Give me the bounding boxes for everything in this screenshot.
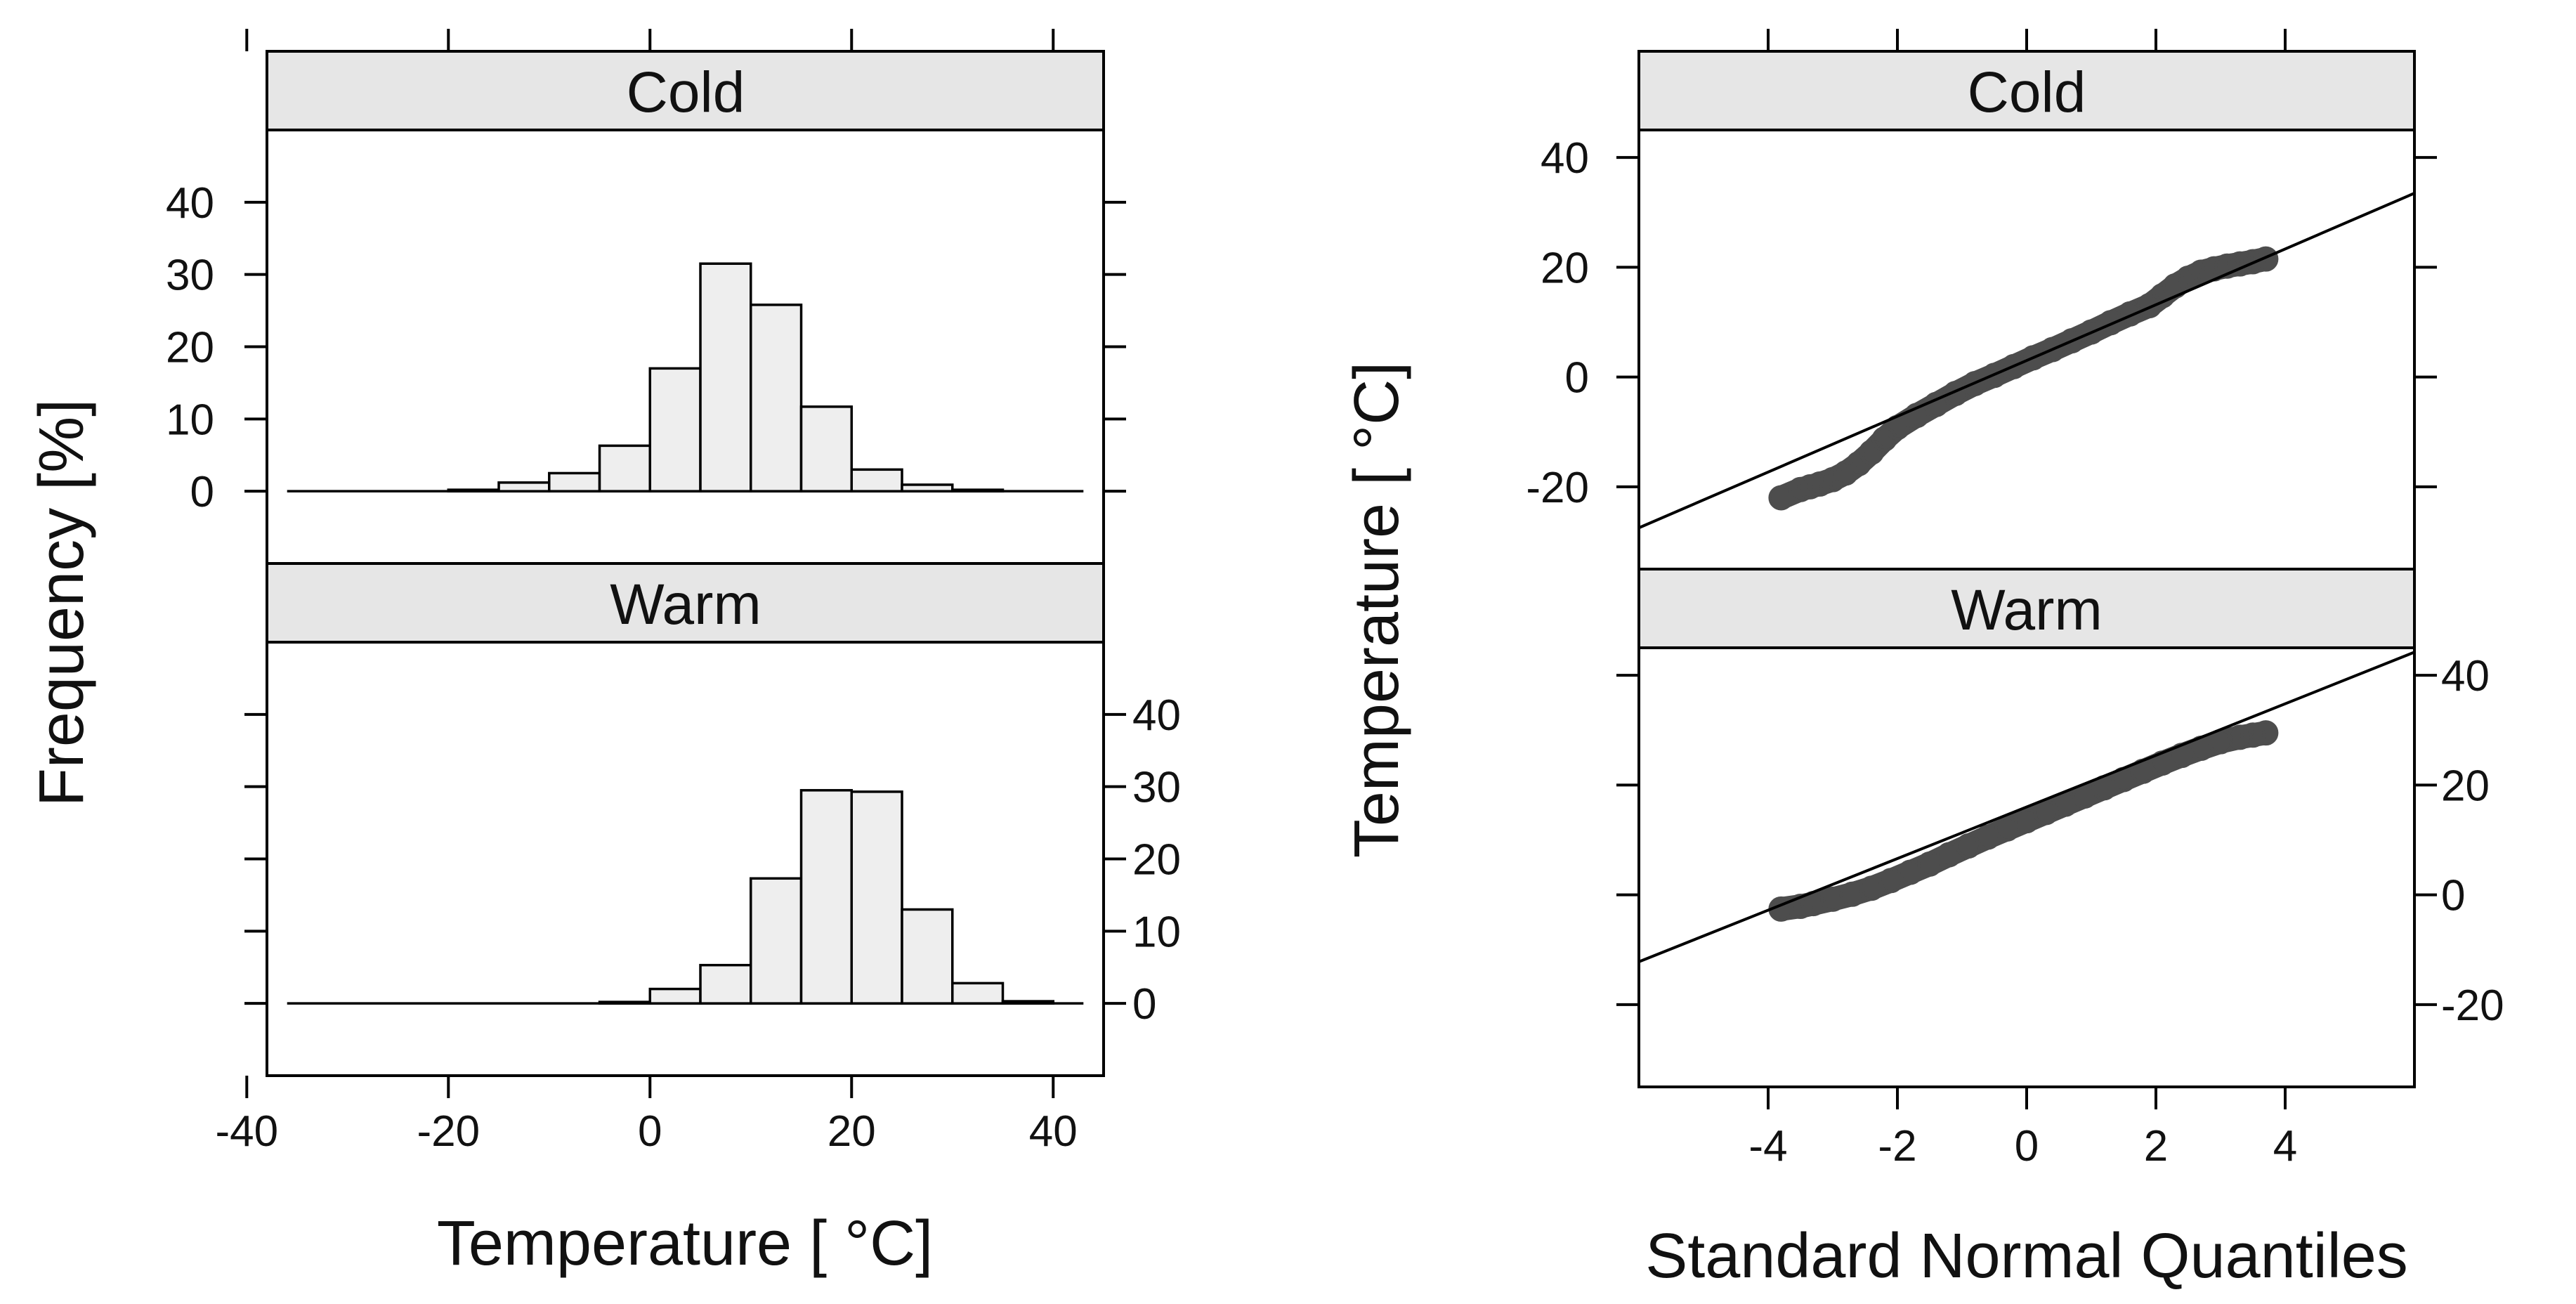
hist-strip-label-cold: Cold (627, 60, 745, 124)
hist-bar (750, 877, 803, 1005)
qq-xlabel: Standard Normal Quantiles (1645, 1221, 2408, 1291)
qq-point (2227, 724, 2253, 750)
qq-panel-frame-warm (1637, 646, 2416, 1088)
qq-point (2188, 259, 2214, 285)
hist-x-tick-label: -40 (215, 1107, 278, 1156)
qq-point (1788, 476, 1813, 502)
hist-bar (799, 789, 854, 1005)
hist-bar (699, 963, 752, 1005)
qq-y-tick-label-warm: -20 (2441, 982, 2504, 1030)
hist-y-tick-label-cold: 20 (166, 324, 214, 372)
histogram-figure: Cold Warm -40 -20 0 20 40001010202030304040 … (27, 29, 1181, 1279)
qq-point (1820, 886, 1845, 912)
hist-bar (850, 790, 903, 1005)
qq-strip-label-warm: Warm (1951, 578, 2103, 642)
hist-bars-cold (287, 262, 1084, 493)
qq-point (1788, 893, 1813, 919)
qq-point (2240, 249, 2266, 275)
hist-y-tick-label-warm: 30 (1132, 764, 1181, 812)
qq-x-tick-label: -2 (1878, 1122, 1916, 1171)
hist-y-tick-label-cold: 30 (166, 252, 214, 300)
qq-y-tick-label-warm: 20 (2441, 762, 2490, 810)
hist-y-tick-label-warm: 10 (1132, 908, 1181, 956)
qq-x-tick-label: 4 (2273, 1122, 2297, 1171)
hist-strip-warm (266, 562, 1105, 644)
qq-point (1797, 474, 1823, 500)
qq-x-tick-label: 0 (2015, 1122, 2039, 1171)
qq-panel-cold: Cold (1637, 50, 2416, 570)
hist-y-tick-label-cold: 10 (166, 396, 214, 444)
qq-point-band (1769, 721, 2278, 921)
qq-point (1820, 467, 1845, 493)
qq-point (2240, 722, 2266, 748)
hist-bar (951, 488, 1005, 493)
qq-y-tick-label-cold: 40 (1541, 134, 1589, 183)
hist-x-tick-label: 20 (828, 1107, 876, 1156)
hist-y-tick-label-warm: 20 (1132, 836, 1181, 885)
qq-marks-warm (1638, 651, 2415, 963)
hist-bar (850, 468, 903, 493)
qq-reference-line (1638, 192, 2415, 530)
hist-bar (598, 444, 652, 493)
qq-ylabel: Temperature [ °C] (1342, 362, 1412, 858)
hist-bar (648, 987, 702, 1005)
hist-axes: -40 -20 0 20 40 0 0 10 10 20 20 30 30 40 40 (166, 29, 1181, 1156)
hist-bar (648, 367, 702, 493)
qq-point (1904, 403, 1930, 429)
qq-x-tick-label: 2 (2144, 1122, 2168, 1171)
hist-bar (598, 1000, 652, 1005)
qq-point (2253, 246, 2279, 272)
hist-xlabel: Temperature [ °C] (437, 1208, 933, 1279)
hist-strip-cold (266, 50, 1105, 131)
hist-y-tick-label-warm: 0 (1132, 980, 1156, 1029)
qq-point (1942, 381, 1968, 406)
hist-bar (901, 908, 954, 1005)
hist-bar (901, 483, 954, 493)
hist-x-tick-label: -20 (417, 1107, 480, 1156)
hist-panel-cold: Cold (266, 50, 1105, 565)
qq-y-tick-label-warm: 40 (2441, 652, 2490, 700)
hist-panel-frame-warm (266, 641, 1105, 1077)
hist-bar (799, 405, 854, 493)
hist-x-tick-label: 40 (1029, 1107, 1078, 1156)
qq-x-tick-label: -4 (1748, 1122, 1787, 1171)
qq-point (1859, 439, 1885, 465)
hist-bars-warm (287, 789, 1084, 1005)
hist-bar (548, 471, 601, 493)
qq-point (1807, 471, 1833, 497)
qq-marks-cold (1638, 192, 2415, 530)
hist-bar (750, 304, 803, 493)
hist-y-tick-label-warm: 40 (1132, 691, 1181, 740)
hist-y-tick-label-cold: 0 (190, 468, 214, 516)
hist-y-tick-label-cold: 40 (166, 179, 214, 228)
qq-point-band (1769, 247, 2278, 510)
hist-bar (699, 262, 752, 493)
hist-bar (1001, 1000, 1055, 1005)
hist-bar (497, 481, 551, 493)
qq-reference-line (1638, 651, 2415, 963)
qq-strip-cold (1637, 50, 2416, 131)
qq-strip-label-cold: Cold (1968, 60, 2086, 124)
qq-point (2214, 253, 2240, 279)
hist-panel-frame-cold (266, 129, 1105, 565)
hist-bar (447, 488, 500, 493)
qq-strip-warm (1637, 568, 2416, 649)
hist-bar (951, 982, 1005, 1005)
qq-panel-warm: Warm (1637, 568, 2416, 1088)
qq-point (1833, 460, 1859, 486)
hist-panel-warm: Warm (266, 562, 1105, 1077)
qq-y-tick-label-cold: 20 (1541, 244, 1589, 292)
qq-y-tick-label-warm: 0 (2441, 872, 2465, 920)
hist-strip-label-warm: Warm (610, 573, 761, 637)
hist-x-tick-label: 0 (638, 1107, 662, 1156)
hist-ylabel: Frequency [%] (27, 399, 97, 807)
qq-y-tick-label-cold: -20 (1526, 464, 1589, 512)
qq-y-tick-label-cold: 0 (1565, 354, 1589, 403)
qq-point (2253, 720, 2279, 746)
